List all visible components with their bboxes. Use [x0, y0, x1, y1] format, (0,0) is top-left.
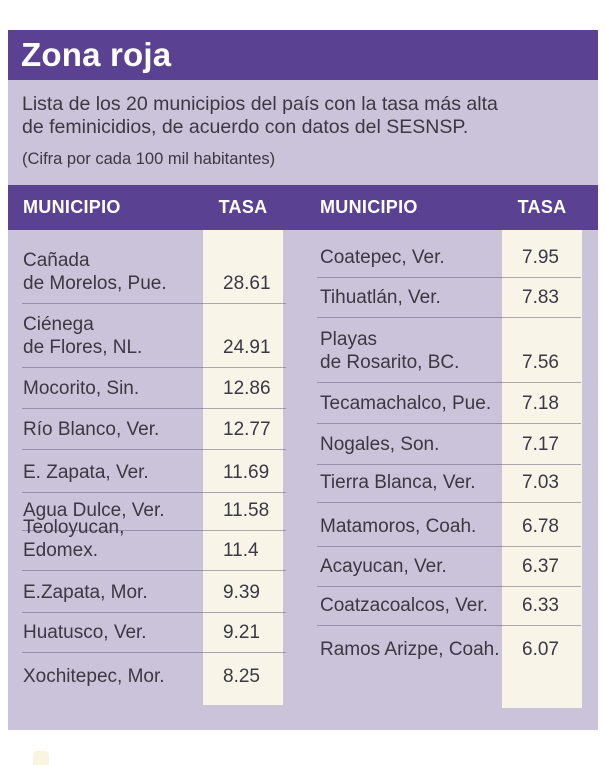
municipio-cell: Ciénega de Flores, NL. — [23, 314, 143, 358]
table-row: Mocorito, Sin. 12.86 — [8, 368, 303, 409]
tasa-cell: 7.18 — [522, 393, 559, 414]
municipio-cell: Tecamachalco, Pue. — [320, 393, 492, 414]
municipio-column-label-right: MUNICIPIO — [320, 197, 418, 217]
tasa-cell: 24.91 — [223, 337, 271, 358]
municipio-cell: Tihuatlán, Ver. — [320, 287, 441, 308]
table-row: Teoloyucan, Edomex. 11.4 — [8, 517, 303, 571]
municipio-cell: E.Zapata, Mor. — [23, 582, 148, 603]
table-row: Tierra Blanca, Ver. 7.03 — [303, 465, 598, 503]
municipio-cell: Acayucan, Ver. — [320, 556, 447, 577]
subtitle-line2: de feminicidios, de acuerdo con datos de… — [22, 116, 469, 138]
tasa-cell: 6.33 — [522, 595, 559, 616]
zona-roja-panel: Zona roja Lista de los 20 municipios del… — [8, 30, 598, 730]
tasa-cell: 6.07 — [522, 639, 559, 660]
municipio-cell: Teoloyucan, Edomex. — [23, 517, 125, 561]
table-left-column: Cañada de Morelos, Pue. 28.61 Ciénega de F… — [8, 230, 303, 730]
tasa-cell: 28.61 — [223, 273, 271, 294]
table-row: Ramos Arizpe, Coah. 6.07 — [303, 626, 598, 670]
municipio-cell: Mocorito, Sin. — [23, 378, 140, 399]
tasa-cell: 6.78 — [522, 516, 559, 537]
unit-note: (Cifra por cada 100 mil habitantes) — [22, 150, 276, 168]
cutoff-bottom-graphic — [33, 751, 49, 765]
tasa-cell: 7.17 — [522, 434, 559, 455]
table-row: Tecamachalco, Pue. 7.18 — [303, 383, 598, 424]
page-title: Zona roja — [21, 36, 172, 73]
table-row: E.Zapata, Mor. 9.39 — [8, 571, 303, 613]
municipio-cell: Ramos Arizpe, Coah. — [320, 639, 500, 660]
municipio-cell: Agua Dulce, Ver. — [23, 500, 165, 521]
table-row: E. Zapata, Ver. 11.69 — [8, 450, 303, 493]
tasa-cell: 11.69 — [223, 462, 270, 483]
table-row: Cañada de Morelos, Pue. 28.61 — [8, 230, 303, 304]
intro-section: Lista de los 20 municipios del país con … — [8, 80, 598, 185]
tasa-cell: 7.56 — [522, 352, 559, 373]
table-row: Coatzacoalcos, Ver. 6.33 — [303, 587, 598, 626]
municipio-cell: Cañada de Morelos, Pue. — [23, 250, 167, 294]
table-row: Nogales, Son. 7.17 — [303, 424, 598, 465]
subtitle-line1: Lista de los 20 municipios del país con … — [22, 93, 498, 115]
municipio-cell: Coatzacoalcos, Ver. — [320, 595, 488, 616]
tasa-cell: 7.95 — [522, 247, 559, 268]
table-row: Acayucan, Ver. 6.37 — [303, 547, 598, 587]
table-row: Agua Dulce, Ver. 11.58 — [8, 493, 303, 531]
table-body: Cañada de Morelos, Pue. 28.61 Ciénega de F… — [8, 230, 598, 730]
municipio-cell: Tierra Blanca, Ver. — [320, 472, 476, 493]
table-rows-left: Cañada de Morelos, Pue. 28.61 Ciénega de F… — [8, 230, 303, 697]
municipio-cell: Xochitepec, Mor. — [23, 666, 165, 687]
table-row: Tihuatlán, Ver. 7.83 — [303, 278, 598, 318]
tasa-strip-right — [502, 230, 582, 708]
column-header-right: MUNICIPIO TASA — [303, 185, 598, 230]
tasa-cell: 7.03 — [522, 472, 559, 493]
title-bar: Zona roja — [8, 30, 598, 80]
municipio-cell: Coatepec, Ver. — [320, 247, 445, 268]
tasa-cell: 9.21 — [223, 622, 260, 643]
table-row: Ciénega de Flores, NL. 24.91 — [8, 304, 303, 368]
municipio-cell: Playas de Rosarito, BC. — [320, 329, 460, 373]
municipio-cell: Río Blanco, Ver. — [23, 419, 160, 440]
table-row: Río Blanco, Ver. 12.77 — [8, 409, 303, 450]
tasa-cell: 6.37 — [522, 556, 559, 577]
tasa-cell: 9.39 — [223, 582, 260, 603]
municipio-cell: Matamoros, Coah. — [320, 516, 477, 537]
tasa-strip-left — [203, 230, 283, 705]
tasa-cell: 12.77 — [223, 419, 271, 440]
table-column-header: MUNICIPIO TASA MUNICIPIO TASA — [8, 185, 598, 230]
column-header-left: MUNICIPIO TASA — [8, 185, 303, 230]
table-row: Huatusco, Ver. 9.21 — [8, 613, 303, 653]
municipio-cell: Nogales, Son. — [320, 434, 440, 455]
tasa-column-label-left: TASA — [218, 197, 268, 217]
table-right-column: Coatepec, Ver. 7.95 Tihuatlán, Ver. 7.83… — [303, 230, 598, 730]
tasa-cell: 8.25 — [223, 666, 260, 687]
municipio-cell: E. Zapata, Ver. — [23, 462, 149, 483]
tasa-cell: 12.86 — [223, 378, 271, 399]
tasa-cell: 11.58 — [223, 500, 270, 521]
table-row: Matamoros, Coah. 6.78 — [303, 503, 598, 547]
subtitle: Lista de los 20 municipios del país con … — [22, 93, 598, 139]
tasa-cell: 11.4 — [223, 540, 259, 561]
municipio-column-label-left: MUNICIPIO — [23, 197, 121, 217]
tasa-cell: 7.83 — [522, 287, 559, 308]
table-row: Coatepec, Ver. 7.95 — [303, 230, 598, 278]
table-rows-right: Coatepec, Ver. 7.95 Tihuatlán, Ver. 7.83… — [303, 230, 598, 670]
table-row: Playas de Rosarito, BC. 7.56 — [303, 318, 598, 383]
tasa-column-label-right: TASA — [517, 197, 567, 217]
municipio-cell: Huatusco, Ver. — [23, 622, 147, 643]
table-row: Xochitepec, Mor. 8.25 — [8, 653, 303, 697]
